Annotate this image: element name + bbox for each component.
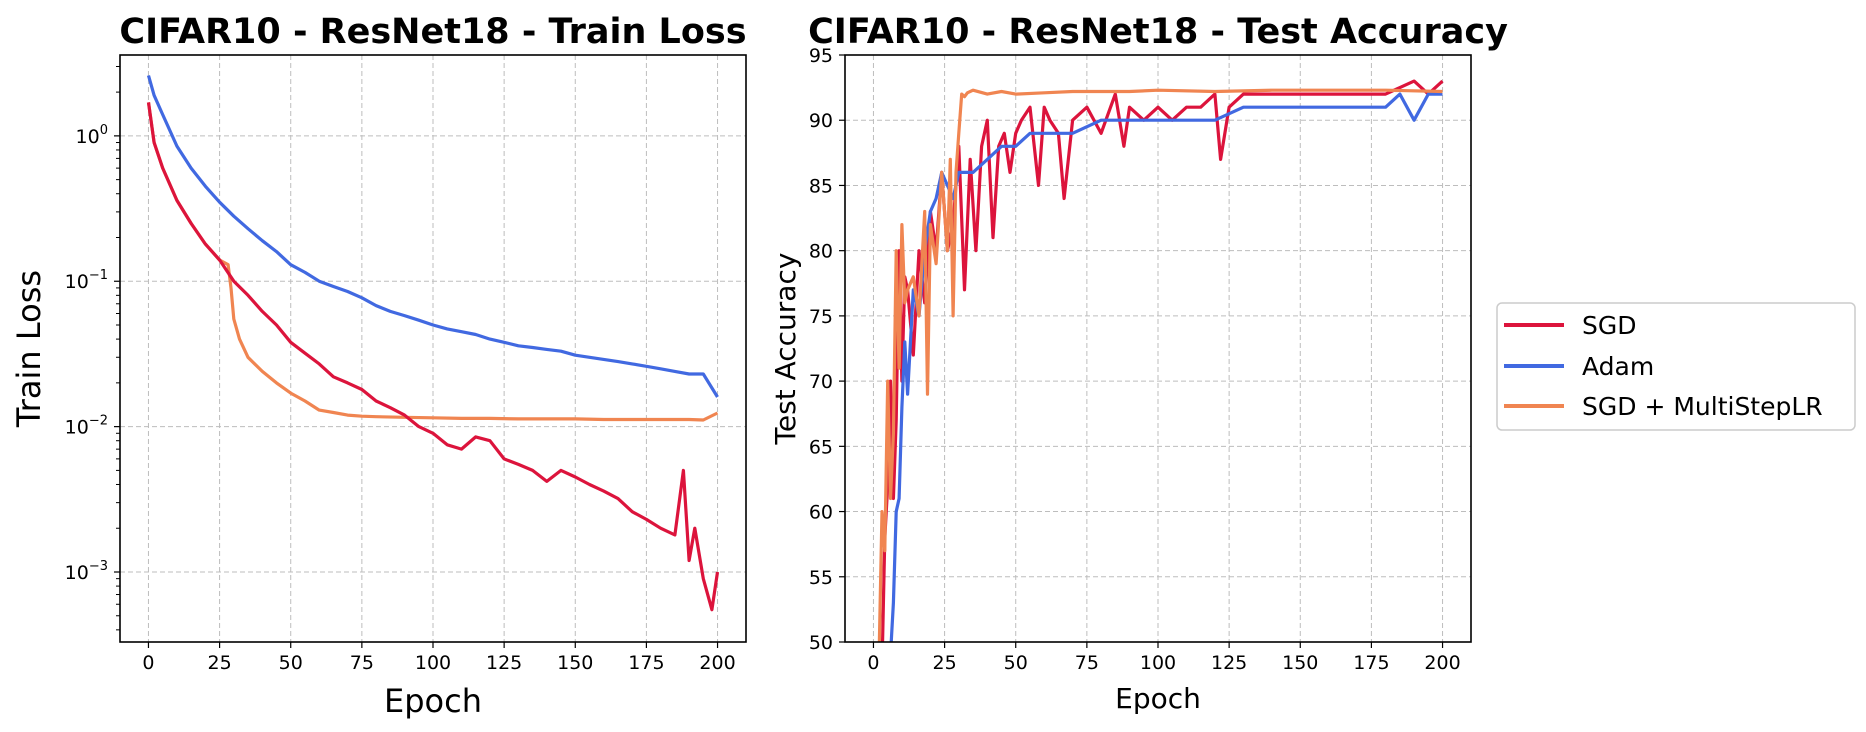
x-tick-label: 175 (628, 652, 664, 674)
x-tick-label: 200 (1424, 652, 1460, 674)
legend-frame (1496, 302, 1856, 431)
series-line-sgd-multisteplr (877, 88, 1443, 642)
x-tick-label: 50 (1004, 652, 1028, 674)
y-tick-label: 100 (76, 123, 108, 148)
x-tick-label: 175 (1353, 652, 1389, 674)
legend-label-adam: Adam (1582, 352, 1654, 381)
legend: SGD Adam SGD + MultiStepLR (1496, 302, 1856, 431)
series-line-adam (889, 92, 1443, 642)
series-line-sgd (880, 79, 1444, 642)
y-axis-label: Test Accuracy (769, 253, 802, 446)
legend-label-sgd: SGD (1582, 311, 1637, 340)
y-tick-label: 95 (809, 45, 833, 67)
y-axis-label: Train Loss (10, 270, 48, 428)
chart-title: CIFAR10 - ResNet18 - Train Loss (119, 12, 746, 52)
x-tick-label: 150 (557, 652, 593, 674)
series-line-adam (146, 75, 719, 398)
x-axis-label: Epoch (384, 682, 482, 720)
y-tick-label: 80 (809, 241, 833, 263)
x-axis-label: Epoch (1115, 682, 1201, 715)
x-tick-label: 125 (1211, 652, 1247, 674)
y-tick-label: 60 (809, 502, 833, 524)
y-tick-label: 75 (809, 306, 833, 328)
y-tick-label: 55 (809, 567, 833, 589)
x-tick-label: 0 (867, 652, 879, 674)
x-tick-label: 75 (1075, 652, 1099, 674)
x-tick-label: 0 (142, 652, 154, 674)
x-tick-label: 75 (350, 652, 374, 674)
chart-title: CIFAR10 - ResNet18 - Test Accuracy (808, 12, 1508, 52)
x-tick-label: 200 (699, 652, 735, 674)
train-loss-chart: 0 25 50 75 100 125 150 175 200 10−3 10−2 10−1 100 CIF… (10, 12, 747, 720)
y-tick-label: 85 (809, 175, 833, 197)
series-line-sgd (146, 102, 720, 612)
x-tick-label: 50 (279, 652, 303, 674)
x-tick-label: 150 (1282, 652, 1318, 674)
y-tick-label: 10−3 (65, 559, 108, 584)
y-tick-label: 50 (809, 632, 833, 654)
y-tick-label: 10−2 (65, 414, 108, 439)
x-tick-label: 25 (932, 652, 956, 674)
test-accuracy-chart: 0 25 50 75 100 125 150 175 200 50 55 60 65 70 75 80 85 90… (769, 12, 1508, 715)
y-tick-label: 10−1 (65, 268, 108, 293)
y-tick-label: 65 (809, 436, 833, 458)
x-tick-label: 125 (486, 652, 522, 674)
y-tick-label: 90 (809, 110, 833, 132)
legend-label-multisteplr: SGD + MultiStepLR (1582, 392, 1823, 421)
x-tick-label: 100 (415, 652, 451, 674)
y-tick-label: 70 (809, 371, 833, 393)
series-line-sgd-multisteplr (146, 102, 719, 422)
x-tick-label: 25 (207, 652, 231, 674)
x-tick-label: 100 (1140, 652, 1176, 674)
